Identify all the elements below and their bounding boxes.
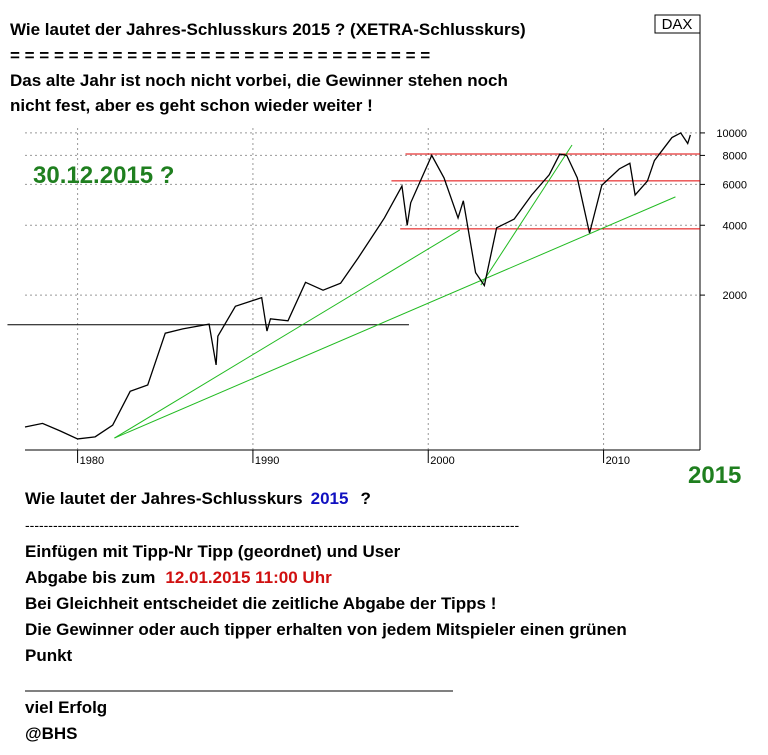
- y-tick-label: 4000: [723, 220, 747, 232]
- footer-line: Einfügen mit Tipp-Nr Tipp (geordnet) und…: [25, 542, 401, 561]
- y-tick-label: 6000: [723, 179, 747, 191]
- y-tick-label: 8000: [723, 150, 747, 162]
- price-line: [24, 132, 691, 440]
- footer-line: Punkt: [25, 646, 73, 665]
- header-question: Wie lautet der Jahres-Schlusskurs 2015 ?…: [10, 20, 526, 39]
- footer-line: @BHS: [25, 724, 77, 743]
- footer-line: Die Gewinner oder auch tipper erhalten v…: [25, 620, 627, 639]
- separator: = = = = = = = = = = = = = = = = = = = = …: [10, 46, 430, 65]
- x-tick-label: 1990: [255, 455, 279, 467]
- reference-line: [480, 144, 573, 286]
- footer-line: viel Erfolg: [25, 698, 107, 717]
- annotation: 30.12.2015 ?: [33, 162, 174, 189]
- reference-line: [114, 196, 676, 439]
- deadline: Abgabe bis zum 12.01.2015 11:00 Uhr: [25, 568, 332, 587]
- dashes: ----------------------------------------…: [25, 517, 520, 533]
- x-tick-label: 2010: [606, 455, 630, 467]
- chart-title: DAX: [662, 16, 693, 33]
- footer-line: Bei Gleichheit entscheidet die zeitliche…: [25, 594, 496, 613]
- reference-line: [114, 229, 461, 439]
- footer-question: Wie lautet der Jahres-Schlusskurs 2015?: [25, 489, 371, 508]
- corner-label: 2015: [688, 462, 741, 489]
- intro-line: nicht fest, aber es geht schon wieder we…: [10, 96, 373, 115]
- x-tick-label: 2000: [430, 455, 454, 467]
- y-tick-label: 10000: [716, 128, 747, 140]
- x-tick-label: 1980: [80, 455, 104, 467]
- plot: 2000 4000 6000 8000 10000 1980 1990 2000 2010: [7, 15, 747, 467]
- intro-line: Das alte Jahr ist noch nicht vorbei, die…: [10, 71, 508, 90]
- y-tick-label: 2000: [723, 290, 747, 302]
